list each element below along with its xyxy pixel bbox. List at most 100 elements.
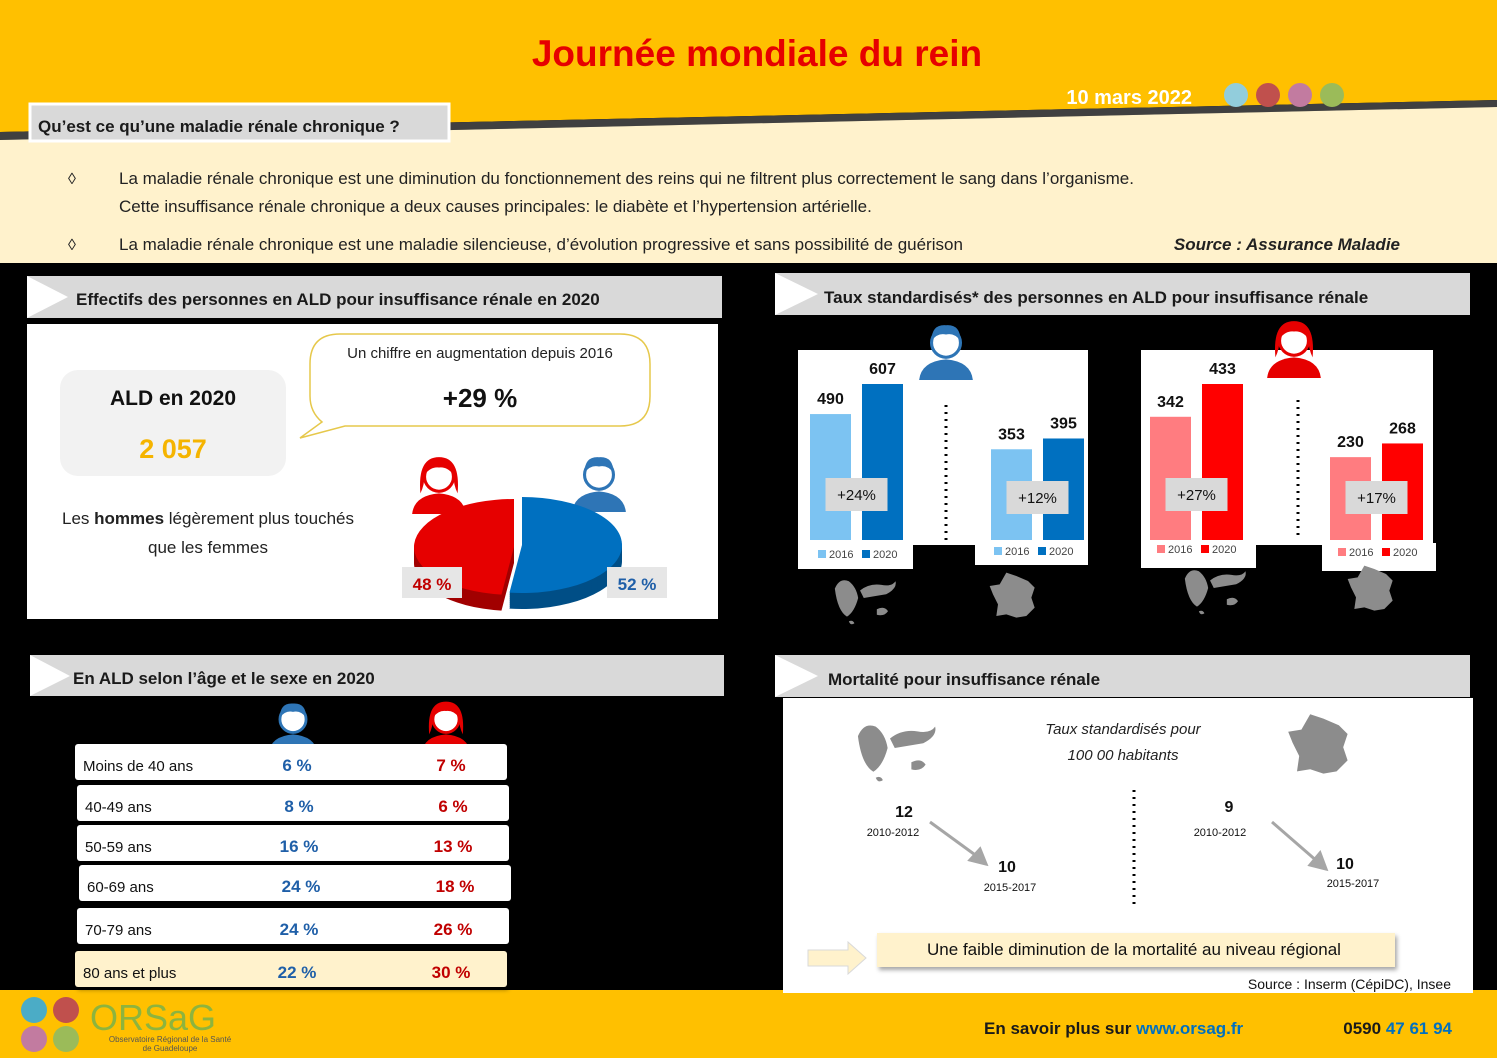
mortality-value: 9 (1225, 799, 1234, 816)
logo-sub: de Guadeloupe (143, 1044, 198, 1053)
age-men: 6 % (282, 756, 311, 775)
callout-value: +29 % (443, 383, 517, 413)
legend-swatch (818, 550, 826, 558)
age-label: 50-59 ans (85, 839, 152, 856)
intro-line: Cette insuffisance rénale chronique a de… (119, 197, 872, 216)
footer-text: En savoir plus sur (984, 1019, 1136, 1038)
trend-arrowhead (967, 846, 989, 867)
bullet: ◊ (68, 237, 76, 254)
change-label: +17% (1357, 490, 1396, 507)
ald-box-title: ALD en 2020 (110, 387, 236, 410)
bar-label: 395 (1050, 415, 1077, 432)
change-label: +12% (1018, 490, 1057, 507)
ald-box-value: 2 057 (139, 434, 207, 464)
bar (862, 384, 903, 540)
bullet: ◊ (68, 171, 76, 188)
intro-source: Source : Assurance Maladie (1174, 235, 1400, 254)
legend-swatch (1382, 548, 1390, 556)
change-box (1165, 478, 1228, 511)
mortality-period: 2010-2012 (1194, 827, 1247, 839)
bar-label: 607 (869, 361, 896, 378)
mortality-period: 2010-2012 (867, 827, 920, 839)
age-row (75, 744, 507, 780)
legend-label: 2016 (1349, 547, 1373, 559)
legend-label: 2020 (1049, 546, 1073, 558)
trend-arrows (929, 820, 1329, 872)
dot (1288, 83, 1312, 107)
legend-box (1141, 540, 1256, 568)
logo-icon (53, 997, 79, 1023)
legend-label: 2016 (829, 549, 853, 561)
age-label: 40-49 ans (85, 799, 152, 816)
pie-label: 52 % (618, 575, 657, 594)
mortality-source: Source : Inserm (CépiDC), Insee (1248, 976, 1451, 992)
ald-note: Les hommes légèrement plus touchés (62, 509, 354, 528)
footer-phone: 0590 47 61 94 (1343, 1019, 1452, 1038)
panel-arrow (775, 273, 818, 315)
mortality-value: 10 (998, 859, 1016, 876)
bar-label: 230 (1337, 434, 1364, 451)
legend-swatch (994, 547, 1002, 555)
ald-note: que les femmes (148, 538, 268, 557)
bar-label: 490 (817, 391, 844, 408)
age-men: 24 % (280, 920, 319, 939)
legend-swatch (1038, 547, 1046, 555)
pie-label: 48 % (413, 575, 452, 594)
mortality-subtitle: 100 00 habitants (1068, 747, 1179, 764)
change-label: +24% (837, 487, 876, 504)
change-label: +27% (1177, 487, 1216, 504)
legend-box (1322, 543, 1436, 571)
callout (299, 333, 651, 439)
trend-arrow (1271, 820, 1319, 864)
mortality-value: 10 (1336, 856, 1354, 873)
bar (1202, 384, 1243, 540)
age-row (75, 951, 507, 987)
callout-text: Un chiffre en augmentation depuis 2016 (347, 345, 613, 362)
age-women: 26 % (434, 920, 473, 939)
legend-swatch (862, 550, 870, 558)
footer-url[interactable]: www.orsag.fr (1135, 1019, 1243, 1038)
panel-header (27, 276, 722, 318)
conclusion-box (877, 933, 1395, 967)
legend-swatch (1157, 545, 1165, 553)
panel-arrow (27, 276, 68, 318)
ald-note-part: légèrement plus touchés (164, 509, 354, 528)
footer-band (0, 990, 1497, 1058)
age-men: 22 % (278, 963, 317, 982)
panel-header (775, 655, 1470, 697)
bar-charts: 490 607 +24% 2016 2020 353 395 +12% 2016 2020 342 4… (810, 361, 1423, 561)
mortality-period: 2015-2017 (984, 882, 1037, 894)
intro-line: La maladie rénale chronique est une dimi… (119, 169, 1134, 188)
panel-header (30, 655, 724, 696)
age-row (79, 865, 511, 901)
legend-label: 2020 (1212, 544, 1236, 556)
ald-note-part: Les (62, 509, 94, 528)
logo-icon (21, 1026, 47, 1052)
age-row (77, 908, 509, 944)
legend-label: 2016 (1005, 546, 1029, 558)
legend-swatch (1338, 548, 1346, 556)
pie-slice (509, 497, 622, 593)
dot (1320, 83, 1344, 107)
bar-label: 353 (998, 426, 1025, 443)
change-box (1006, 481, 1069, 514)
ald-note-part: hommes (94, 509, 164, 528)
panel-title: Effectifs des personnes en ALD pour insu… (76, 290, 600, 309)
panel-arrow (775, 655, 818, 697)
age-men: 24 % (282, 877, 321, 896)
age-label: 60-69 ans (87, 879, 154, 896)
logo-sub: Observatoire Régional de la Santé (109, 1035, 232, 1044)
logo: ORSaG (90, 997, 216, 1038)
intro-line: La maladie rénale chronique est une mala… (119, 235, 963, 254)
trend-arrowhead (1307, 850, 1329, 872)
panel-header (775, 273, 1470, 315)
conclusion: Une faible diminution de la mortalité au… (927, 940, 1341, 959)
change-box (1345, 481, 1408, 514)
title: Journée mondiale du rein (532, 33, 982, 74)
panel-title: Taux standardisés* des personnes en ALD … (824, 288, 1368, 307)
panel-title: Mortalité pour insuffisance rénale (828, 670, 1100, 689)
age-label: Moins de 40 ans (83, 758, 193, 775)
age-label: 70-79 ans (85, 922, 152, 939)
pie: 48 % 52 % (402, 497, 667, 611)
